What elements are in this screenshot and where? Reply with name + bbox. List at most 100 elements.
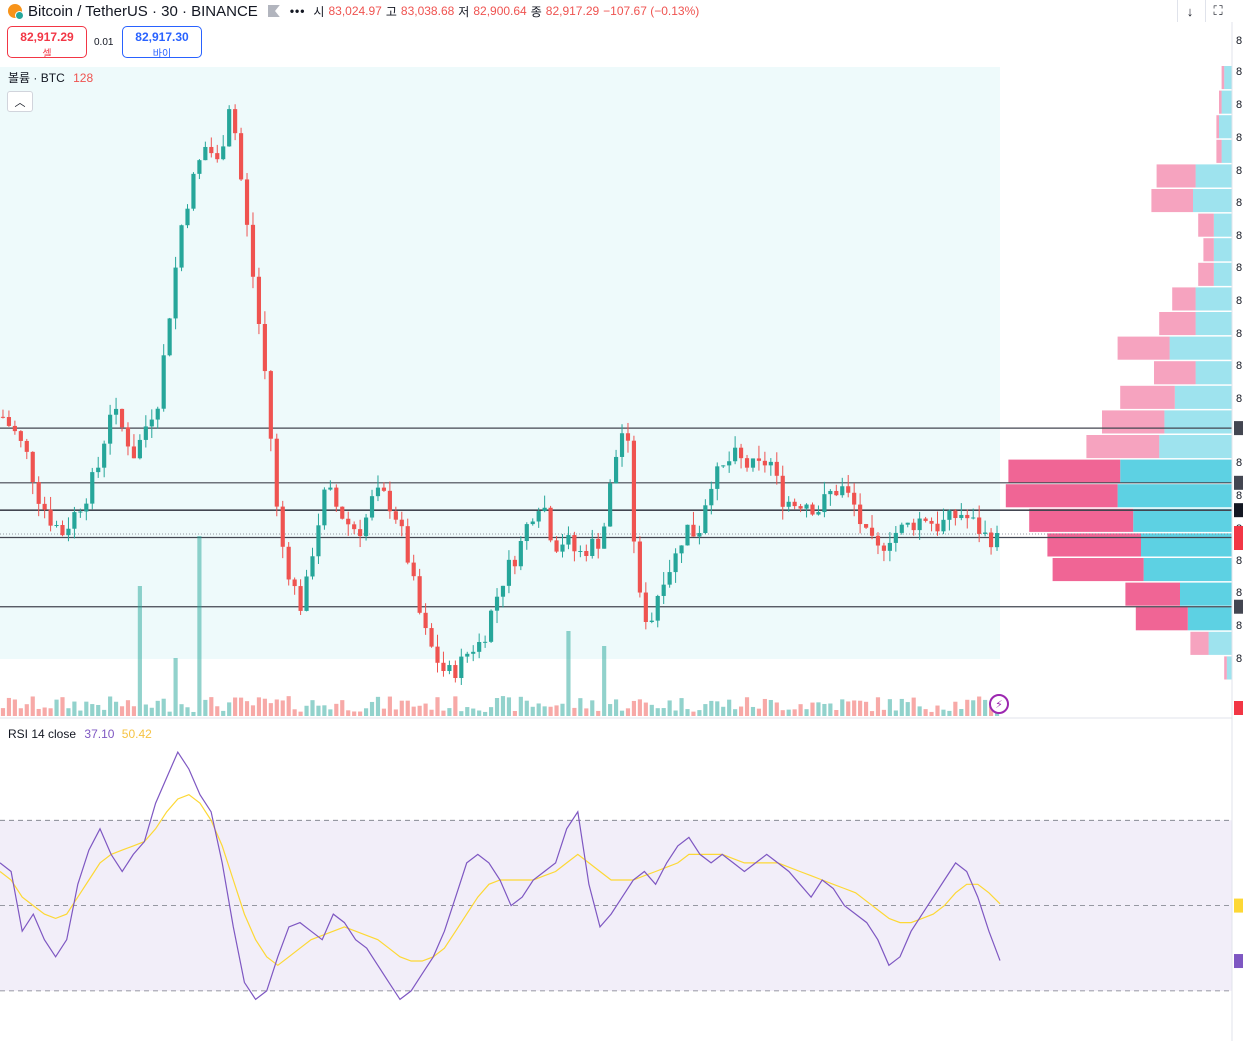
volume-bar [911,697,916,716]
volume-bar [572,707,577,716]
download-button[interactable]: ↓ [1177,0,1202,22]
candle-body [518,541,523,567]
candle-body [846,486,851,493]
profile-up-bar [1195,164,1232,188]
volume-bar [280,700,285,716]
rsi-pane [0,750,1232,1001]
candle-body [697,533,702,537]
candle-body [209,146,214,154]
candle-body [971,517,976,519]
candle-body [715,466,720,489]
volume-bar [203,699,208,716]
volume-bar [435,697,440,716]
axis-tick-label: 8 [1236,197,1242,209]
profile-down-bar [1154,361,1196,385]
candle-body [869,527,875,536]
volume-bar [643,702,648,716]
volume-bar [191,711,196,716]
volume-bar [917,706,922,716]
volume-bar [488,707,494,716]
candle-body [548,507,553,541]
volume-bar [786,709,791,716]
candle-body [578,550,583,552]
candle-body [733,447,738,462]
candle-body [108,414,113,444]
candle-body [840,486,845,496]
volume-bar [197,536,202,716]
candle-body [334,487,339,507]
candle-body [459,656,464,679]
more-dots-icon[interactable]: ••• [289,4,306,18]
profile-up-bar [1117,484,1232,508]
symbol-title[interactable]: Bitcoin / TetherUS · 30 · BINANCE [28,2,258,20]
candle-body [792,501,797,507]
volume-bar [863,701,869,716]
profile-down-bar [1172,287,1196,311]
volume-bar [959,709,964,716]
volume-bar [459,711,464,716]
candle-body [381,487,387,491]
sell-label: 셀 [42,49,52,60]
collapse-button[interactable]: ︿ [7,91,33,112]
volume-bar [649,704,654,716]
volume-bar [340,700,345,716]
volume-bar [673,710,678,716]
candle-body [905,522,910,525]
volume-bar [822,703,827,716]
candle-body [328,487,333,490]
axis-tick-label: 8 [1236,587,1242,599]
lightning-icon[interactable]: ⚡ [989,694,1009,714]
buy-button[interactable]: 82,917.30 바이 [122,26,202,60]
profile-up-bar [1164,410,1232,434]
candle-body [447,665,452,671]
volume-bar [703,704,708,716]
candle-body [316,525,321,557]
sell-button[interactable]: 82,917.29 셀 [7,26,87,60]
candle-body [542,507,547,512]
volume-bar [899,698,904,716]
candle-body [203,146,208,161]
volume-bar [227,702,232,716]
volume-bar [584,708,589,716]
candle-body [483,641,488,643]
price-axis[interactable]: 88888888888888888888 [1231,22,1243,1041]
candle-body [304,576,309,611]
candle-body [875,535,881,546]
volume-bar [36,708,41,716]
volume-bar [167,711,172,716]
layout-button[interactable]: ⛶ [1205,0,1230,22]
candle-body [42,503,47,510]
volume-bar [733,709,738,716]
candle-body [965,514,970,519]
volume-bar [774,702,779,716]
candle-body [280,506,285,547]
profile-up-bar [1187,607,1232,631]
volume-bar [346,710,351,716]
candle-body [429,628,434,647]
buy-label: 바이 [152,49,172,60]
flag-icon[interactable] [267,5,280,17]
axis-tick-label: 8 [1236,555,1242,567]
rsi-value-tag [1234,954,1243,969]
candle-body [619,433,625,457]
volume-bar [131,706,137,716]
profile-down-bar [1224,656,1227,680]
volume-bar [756,708,762,716]
level-price-tag [1234,475,1243,490]
volume-bar [316,705,321,716]
candle-body [631,440,637,542]
candle-body [524,524,529,542]
candle-body [423,612,428,629]
volume-bar [715,701,720,716]
profile-up-bar [1195,287,1232,311]
volume-bar [387,696,392,716]
candle-body [977,517,982,534]
volume-bar [381,708,387,716]
volume-bar [613,699,619,716]
candle-body [72,512,77,529]
volume-bar [500,696,506,716]
candle-body [90,472,95,504]
candle-body [625,433,631,441]
candle-body [643,592,648,622]
